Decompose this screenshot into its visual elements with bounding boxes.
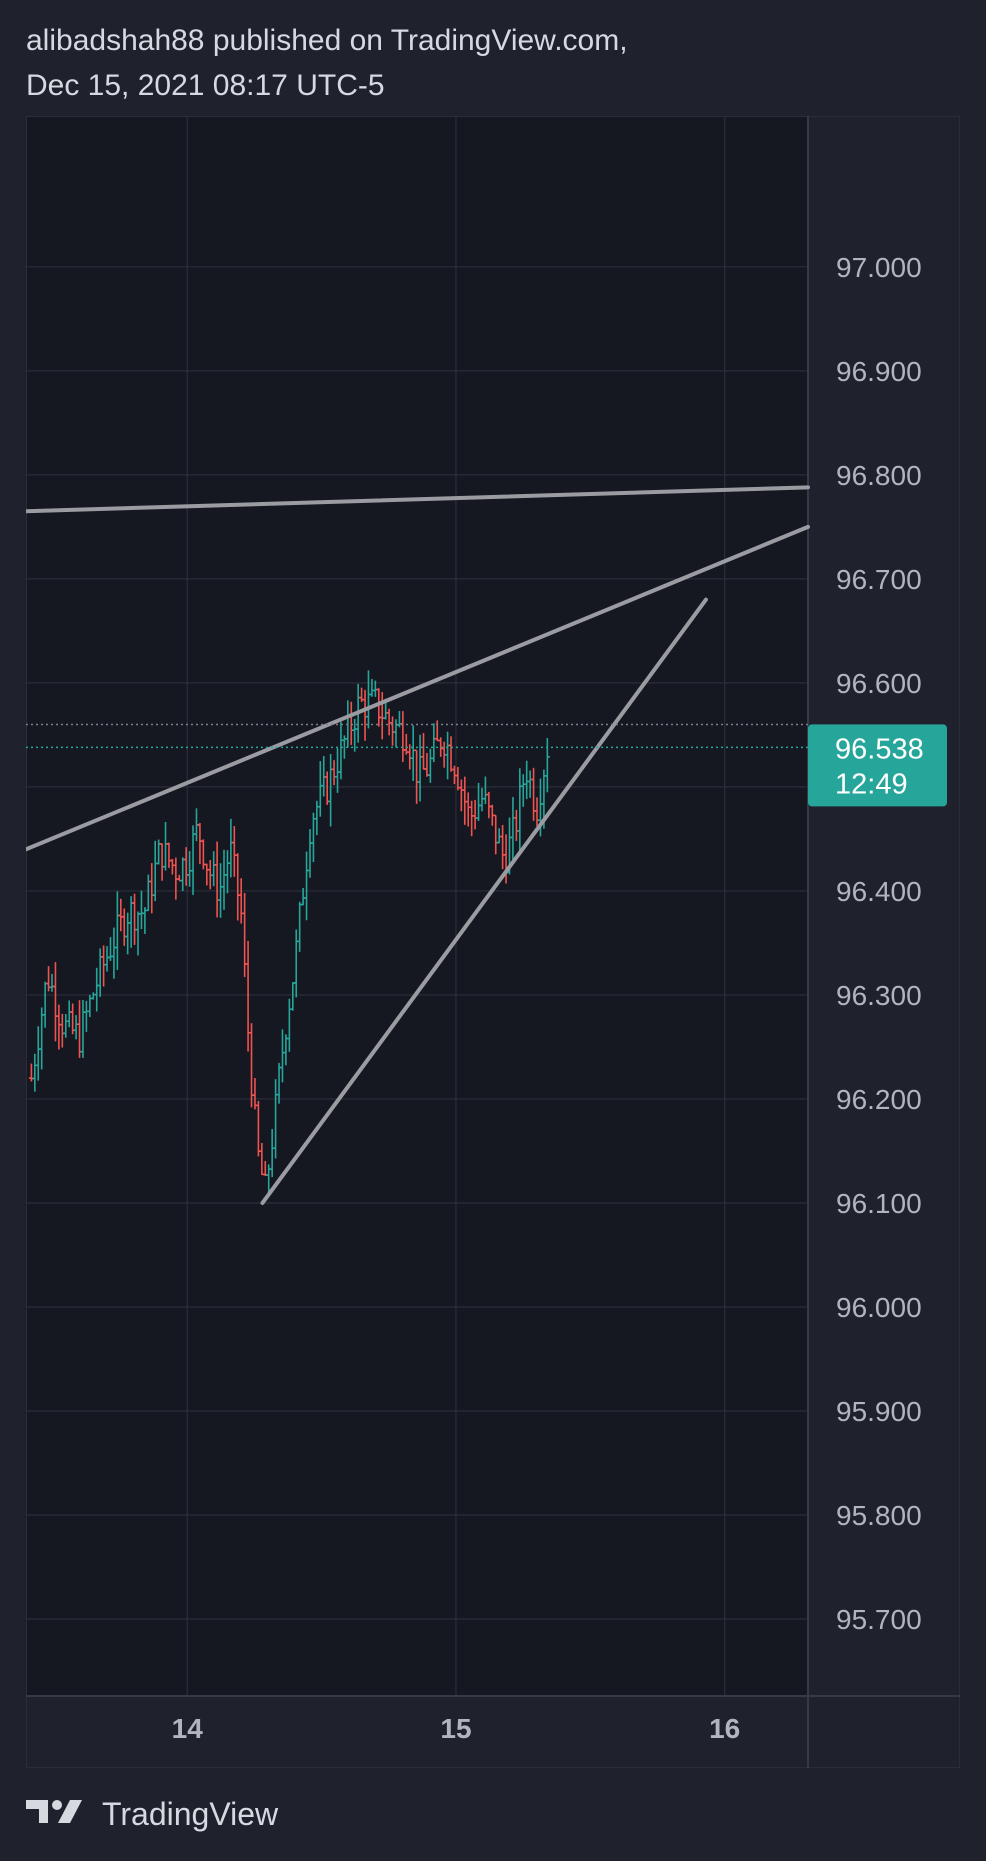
y-tick-label: 95.700: [836, 1604, 922, 1635]
trendline-lower-rising[interactable]: [260, 597, 708, 1205]
trendline-upper-flat[interactable]: [24, 485, 810, 514]
x-tick-label: 14: [172, 1713, 204, 1744]
y-tick-label: 97.000: [836, 252, 922, 283]
y-tick-label: 96.700: [836, 564, 922, 595]
brand-name: TradingView: [102, 1796, 279, 1832]
y-axis[interactable]: 97.000 96.900 96.800 96.700 96.600 96.400 96.3…: [836, 252, 922, 1635]
publish-date: Dec 15, 2021 08:17 UTC-5: [26, 69, 385, 102]
y-tick-label: 96.900: [836, 356, 922, 387]
brand-footer: TradingView: [26, 1796, 278, 1833]
y-tick-label: 96.800: [836, 460, 922, 491]
last-price-label: 96.538: [835, 733, 924, 765]
y-tick-label: 96.200: [836, 1084, 922, 1115]
last-price-badge-bg: [808, 724, 947, 807]
price-chart[interactable]: 97.000 96.900 96.800 96.700 96.600 96.400 96.3…: [24, 115, 961, 1769]
publisher-line: alibadshah88 published on TradingView.co…: [26, 24, 628, 57]
y-tick-label: 96.600: [836, 668, 922, 699]
grid: [26, 116, 960, 1768]
plot-pane[interactable]: [27, 117, 808, 1695]
trendline-upper-rising[interactable]: [24, 524, 810, 852]
y-tick-label: 96.000: [836, 1292, 922, 1323]
x-axis[interactable]: 14 15 16: [172, 1713, 741, 1744]
y-tick-label: 96.100: [836, 1188, 922, 1219]
publish-info: alibadshah88 published on TradingView.co…: [26, 18, 628, 108]
price-lines: [26, 723, 808, 749]
price-bars: [28, 670, 550, 1193]
y-tick-label: 96.400: [836, 876, 922, 907]
y-tick-label: 96.300: [836, 980, 922, 1011]
y-tick-label: 95.800: [836, 1500, 922, 1531]
x-tick-label: 16: [709, 1713, 740, 1744]
chart-svg[interactable]: 97.000 96.900 96.800 96.700 96.600 96.400 96.3…: [24, 115, 961, 1769]
tradingview-logo-icon: [26, 1796, 88, 1833]
countdown-label: 12:49: [835, 768, 908, 800]
trendlines[interactable]: [24, 485, 810, 1205]
x-tick-label: 15: [440, 1713, 471, 1744]
y-tick-label: 95.900: [836, 1396, 922, 1427]
